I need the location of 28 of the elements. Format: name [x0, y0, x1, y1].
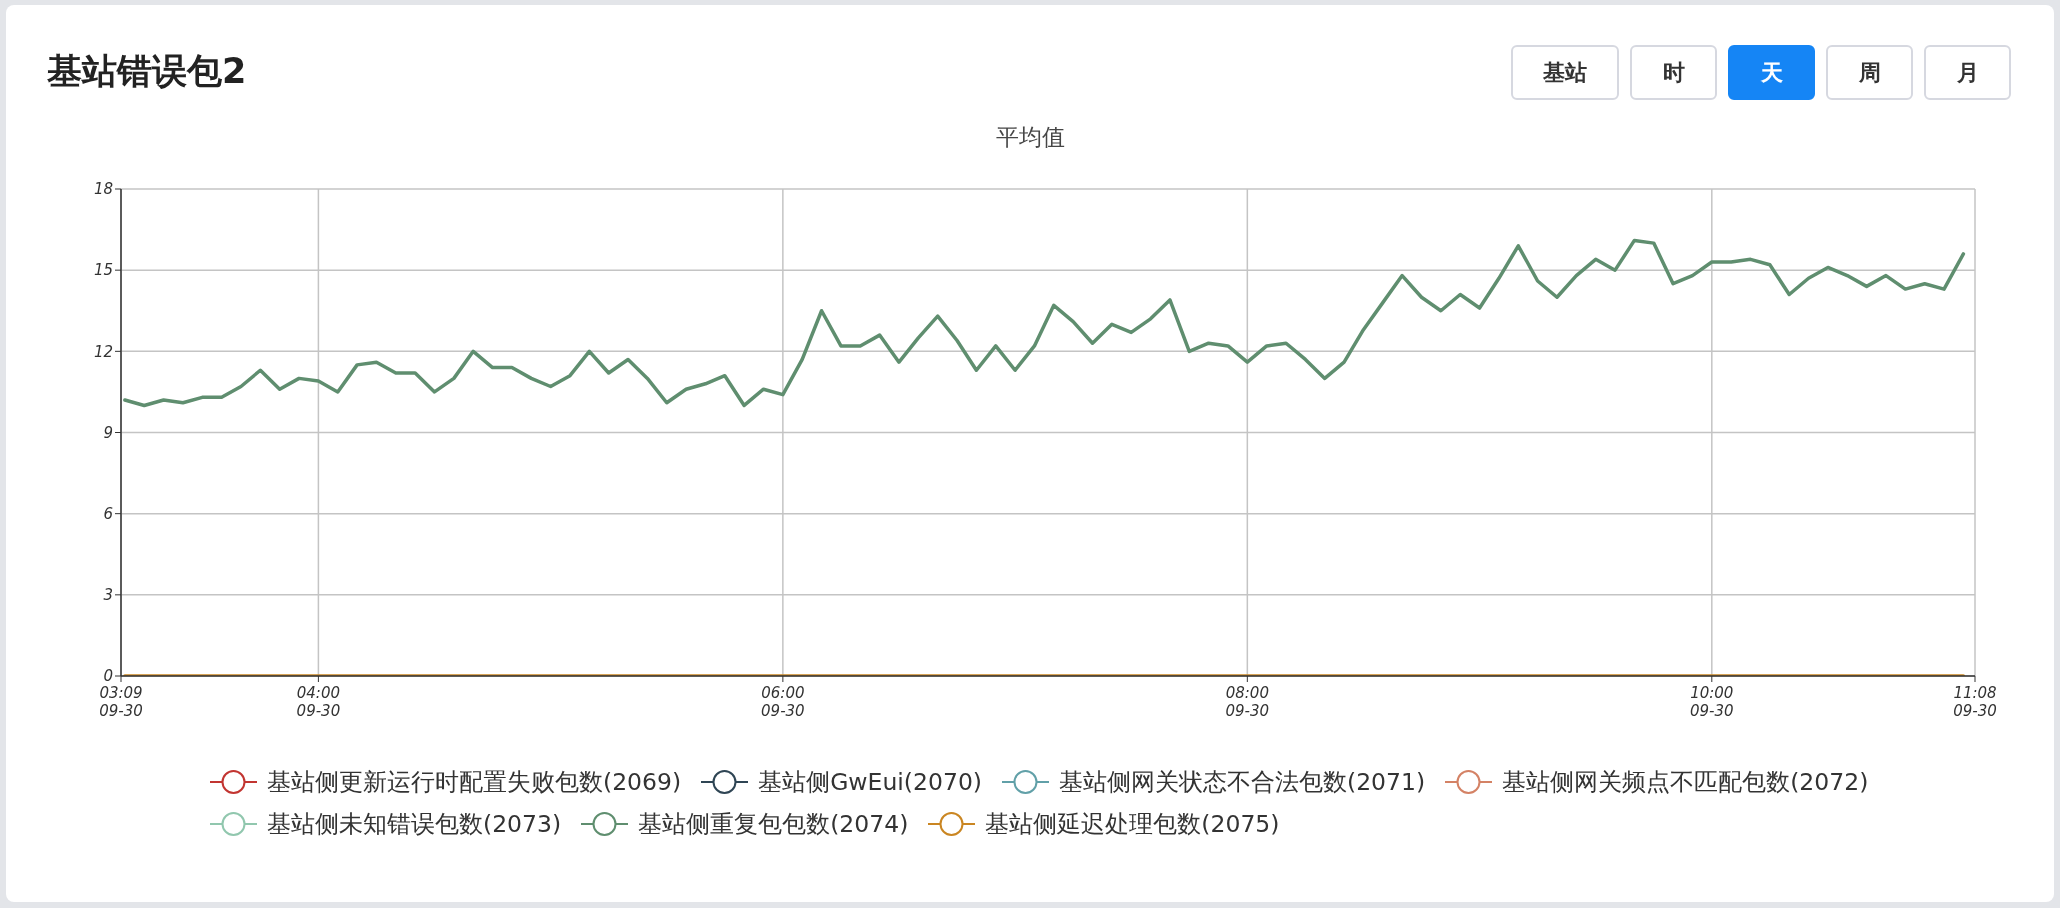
x-tick-label: 04:00 09-30 — [296, 683, 341, 720]
chart-subtitle: 平均值 — [995, 124, 1065, 150]
y-tick-label: 15 — [93, 261, 113, 280]
x-tick-label: 03:09 09-30 — [99, 683, 143, 720]
x-tick-label: 06:00 09-30 — [761, 683, 805, 720]
legend-label: 基站侧重复包包数(2074) — [638, 810, 909, 838]
legend-label: 基站侧网关频点不匹配包数(2072) — [1502, 768, 1869, 796]
legend-label: 基站侧更新运行时配置失败包数(2069) — [267, 768, 682, 796]
button[interactable]: 月 — [1924, 45, 2011, 100]
button[interactable]: 基站 — [1511, 45, 1619, 100]
line-series — [123, 238, 1966, 408]
button[interactable]: 天 — [1728, 45, 1815, 100]
legend-label: 基站侧延迟处理包数(2075) — [985, 810, 1280, 838]
x-tick-label: 10:00 09-30 — [1690, 683, 1734, 720]
y-tick-label: 18 — [93, 180, 113, 199]
y-tick-label: 0 — [103, 667, 113, 686]
legend-label: 基站侧网关状态不合法包数(2071) — [1059, 768, 1426, 796]
button[interactable]: 周 — [1826, 45, 1913, 100]
x-tick-label: 08:00 09-30 — [1225, 683, 1270, 720]
y-tick-label: 6 — [103, 504, 113, 523]
y-tick-label: 9 — [103, 423, 113, 442]
legend-label: 基站侧GwEui(2070) — [758, 768, 982, 796]
y-tick-label: 12 — [93, 342, 113, 361]
legend-label: 基站侧未知错误包数(2073) — [267, 810, 562, 838]
chart-title: 基站错误包2 — [47, 51, 247, 91]
x-tick-label: 11:08 09-30 — [1953, 683, 1997, 720]
button[interactable]: 时 — [1630, 45, 1717, 100]
y-tick-label: 3 — [103, 586, 113, 605]
